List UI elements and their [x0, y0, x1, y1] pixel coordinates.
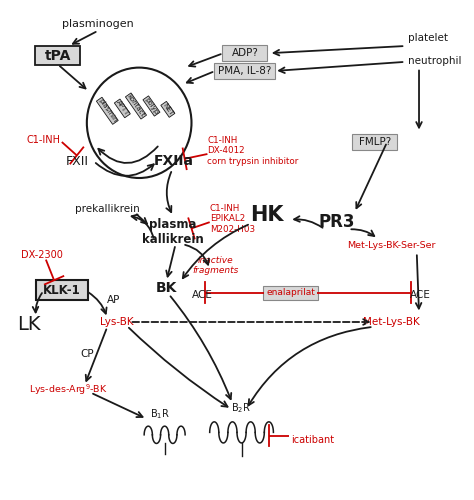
FancyBboxPatch shape [36, 280, 88, 300]
Text: FXII: FXII [65, 154, 88, 168]
Text: prekallikrein: prekallikrein [75, 204, 140, 214]
FancyBboxPatch shape [214, 63, 275, 79]
FancyBboxPatch shape [35, 46, 81, 65]
Text: HK: HK [250, 206, 283, 226]
Text: ACE: ACE [410, 290, 431, 300]
Text: PMA, IL-8?: PMA, IL-8? [218, 66, 272, 76]
Text: Met-Lys-BK-Ser-Ser: Met-Lys-BK-Ser-Ser [347, 240, 436, 250]
Text: icatibant: icatibant [291, 434, 334, 444]
Text: inactive
fragments: inactive fragments [192, 256, 239, 275]
Text: KLK-1: KLK-1 [43, 284, 81, 297]
FancyBboxPatch shape [264, 286, 318, 300]
Text: BK: BK [156, 282, 177, 296]
Text: Lys-BK: Lys-BK [100, 317, 133, 327]
Text: CP: CP [80, 349, 94, 359]
Text: platelet: platelet [408, 33, 447, 43]
Text: neutrophil: neutrophil [408, 56, 461, 66]
Text: Lys-des-Arg$^9$-BK: Lys-des-Arg$^9$-BK [29, 383, 108, 398]
Text: Met-Lys-BK: Met-Lys-BK [364, 317, 420, 327]
Text: APTT: APTT [115, 100, 130, 117]
Text: LK: LK [17, 315, 40, 334]
Text: kontact: kontact [126, 94, 146, 118]
Text: AP: AP [107, 296, 121, 306]
Text: B$_2$R: B$_2$R [231, 402, 251, 415]
Text: enalaprilat: enalaprilat [266, 288, 315, 297]
Text: C1-INH
DX-4012
corn trypsin inhibitor: C1-INH DX-4012 corn trypsin inhibitor [208, 136, 299, 166]
Text: plasminogen: plasminogen [63, 19, 134, 29]
Text: plasma
kallikrein: plasma kallikrein [142, 218, 203, 246]
Text: plasmin: plasmin [97, 98, 118, 124]
FancyBboxPatch shape [222, 45, 267, 62]
Text: C1-INH
EPIKAL2
M202-H03: C1-INH EPIKAL2 M202-H03 [210, 204, 255, 234]
Text: DX-2300: DX-2300 [21, 250, 63, 260]
Text: C1-INH: C1-INH [27, 134, 61, 144]
Text: NET: NET [162, 102, 174, 117]
Text: ADP?: ADP? [231, 48, 258, 58]
Text: PR3: PR3 [319, 213, 356, 231]
FancyBboxPatch shape [352, 134, 397, 150]
Text: FXIIa: FXIIa [153, 154, 193, 168]
Text: B$_1$R: B$_1$R [150, 408, 170, 421]
Text: tPA: tPA [45, 48, 71, 62]
Text: FMLP?: FMLP? [358, 137, 391, 147]
Text: ACE: ACE [192, 290, 213, 300]
Text: polyp: polyp [144, 96, 159, 116]
